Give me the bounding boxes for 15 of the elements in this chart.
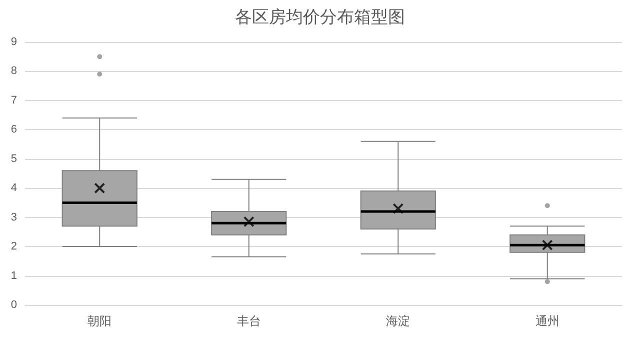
y-tick-label: 5 [10,152,17,165]
y-tick-label: 8 [10,65,17,78]
y-tick-label: 6 [10,124,17,136]
x-tick-label: 丰台 [236,314,261,328]
y-tick-label: 9 [10,36,17,48]
y-tick-label: 1 [10,270,17,282]
x-tick-label: 朝阳 [88,314,112,328]
y-tick-label: 0 [10,299,17,311]
y-tick-label: 7 [10,94,17,106]
x-tick-label: 海淀 [386,314,410,328]
y-tick-label: 4 [10,182,17,194]
x-tick-label: 通州 [535,314,560,328]
chart-title: 各区房均价分布箱型图 [235,8,405,28]
y-tick-label: 3 [10,211,17,224]
y-tick-label: 2 [10,240,17,253]
